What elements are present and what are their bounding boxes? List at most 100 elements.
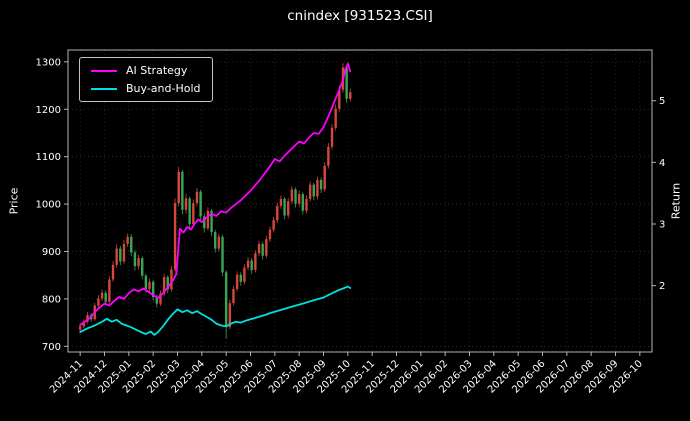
y-tick-label-left: 1300: [36, 57, 61, 68]
candle-body: [272, 220, 275, 230]
candle-body: [151, 281, 155, 298]
y-tick-label-left: 900: [42, 247, 61, 258]
candle-body: [82, 321, 86, 327]
candle-body: [166, 277, 169, 290]
grid-layer: [68, 50, 652, 352]
candle-body: [159, 293, 162, 304]
candle-body: [265, 239, 268, 256]
y-tick-label-right: 3: [659, 219, 665, 230]
candle-body: [155, 297, 159, 304]
candle-body: [148, 281, 151, 289]
tick-marks: [64, 61, 656, 356]
candle-body: [297, 194, 301, 204]
candle-body: [312, 184, 315, 197]
candle-body: [144, 275, 148, 289]
candle-body: [254, 253, 257, 270]
candle-body: [228, 303, 232, 327]
candle-body: [349, 92, 352, 99]
candle-body: [232, 288, 235, 304]
y-tick-label-left: 1200: [36, 105, 61, 116]
candle-body: [214, 232, 217, 249]
candle-body: [203, 216, 206, 229]
candle-body: [330, 127, 334, 147]
candlestick-series: [78, 63, 352, 339]
buy-and-hold-line: [79, 285, 352, 336]
axes-frame: [67, 49, 653, 353]
candle-body: [177, 171, 180, 204]
candle-body: [78, 326, 82, 330]
candle-body: [111, 264, 115, 280]
candle-body: [290, 189, 294, 202]
candle-body: [192, 203, 195, 224]
candle-body: [122, 243, 126, 262]
candle-body: [243, 267, 246, 282]
legend-item-buy-and-hold: Buy-and-Hold: [91, 83, 201, 94]
candle-body: [279, 198, 283, 206]
candle-body: [130, 236, 133, 253]
ai-strategy-line: [79, 62, 352, 326]
candle-body: [86, 315, 89, 322]
candle-body: [305, 198, 308, 211]
candle-body: [345, 67, 348, 99]
candle-body: [250, 260, 253, 270]
tick-labels: 700800900100011001200130023452024-112024…: [36, 57, 666, 395]
candle-body: [276, 205, 279, 221]
legend-label: AI Strategy: [126, 64, 188, 77]
candle-body: [173, 203, 177, 270]
candle-body: [108, 279, 111, 302]
y-tick-label-left: 800: [42, 294, 61, 305]
y-tick-label-left: 1100: [36, 152, 61, 163]
candle-body: [115, 248, 118, 265]
candle-body: [97, 298, 100, 306]
candle-body: [217, 236, 221, 249]
buy-and-hold-line-swatch: [91, 87, 117, 90]
ai-strategy-line-swatch: [91, 69, 117, 72]
candle-body: [261, 243, 264, 256]
candle-body: [301, 194, 305, 211]
candle-body: [181, 171, 184, 210]
candle-body: [319, 179, 323, 190]
candle-body: [104, 292, 107, 302]
candle-body: [327, 146, 330, 166]
candle-body: [210, 210, 213, 233]
candle-body: [334, 108, 337, 128]
candle-body: [287, 201, 290, 216]
candle-body: [235, 274, 239, 289]
candle-body: [268, 229, 272, 240]
candle-body: [294, 189, 297, 204]
y-tick-label-left: 1000: [36, 200, 61, 211]
y-tick-label-right: 2: [659, 281, 665, 292]
right-axis-label: Return: [669, 182, 683, 220]
candle-body: [239, 274, 242, 282]
legend-label: Buy-and-Hold: [126, 82, 201, 95]
candle-body: [162, 277, 166, 294]
candle-body: [246, 260, 250, 268]
y-tick-label-right: 4: [659, 158, 665, 169]
candle-body: [100, 292, 104, 299]
candle-body: [308, 184, 312, 199]
candle-body: [199, 191, 202, 217]
candle-body: [221, 236, 224, 273]
candle-body: [137, 258, 140, 267]
candle-body: [184, 198, 188, 210]
candle-body: [338, 89, 341, 109]
candle-body: [119, 248, 122, 262]
candle-body: [206, 210, 210, 229]
left-axis-label: Price: [7, 187, 21, 215]
y-tick-label-right: 5: [659, 96, 665, 107]
candle-body: [195, 191, 199, 204]
y-tick-label-left: 700: [42, 342, 61, 353]
candle-body: [224, 272, 228, 327]
candle-body: [126, 236, 129, 244]
candle-body: [141, 258, 144, 276]
candle-body: [257, 243, 261, 254]
candle-body: [316, 179, 319, 197]
candle-body: [188, 198, 191, 224]
candle-body: [133, 252, 137, 267]
candle-body: [323, 165, 326, 190]
legend-item-ai-strategy: AI Strategy: [91, 65, 201, 76]
chart-title: cnindex [931523.CSI]: [287, 8, 433, 24]
chart-legend: AI Strategy Buy-and-Hold: [79, 57, 213, 102]
